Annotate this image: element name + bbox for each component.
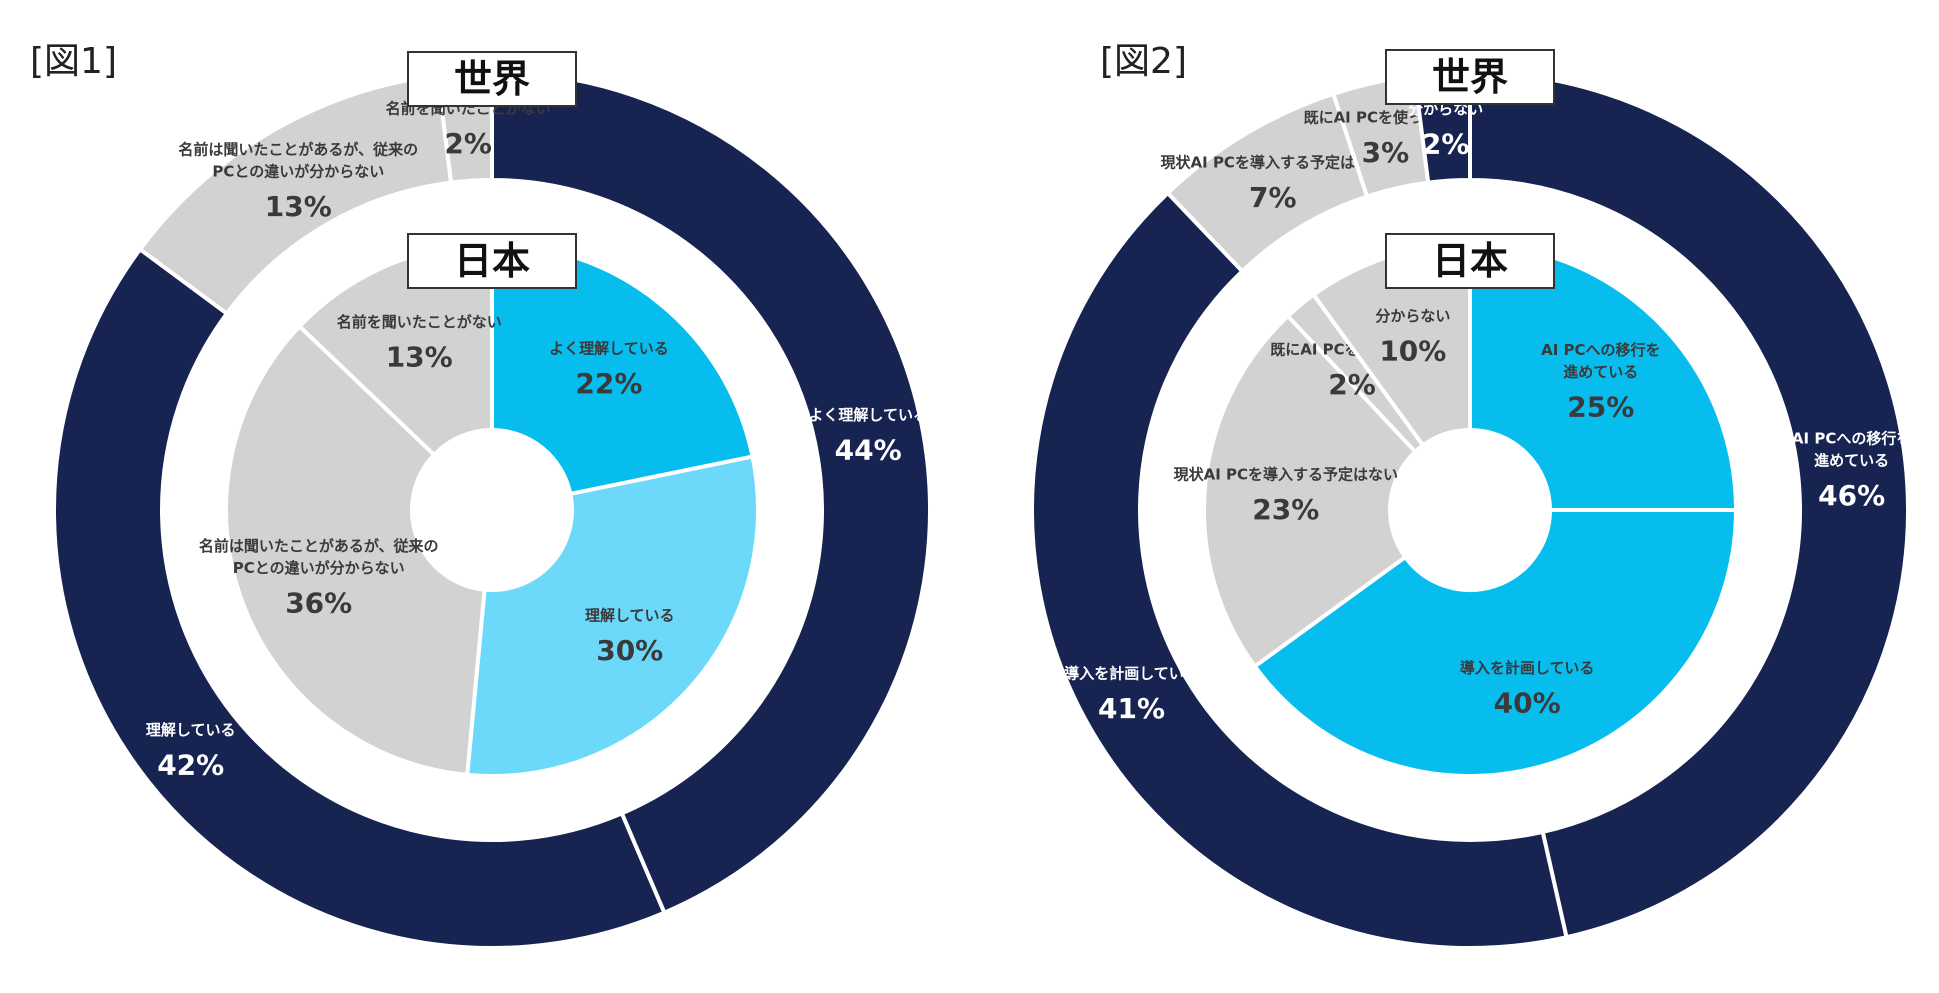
chart-1-outer-slice-2-label: 理解している <box>146 721 236 739</box>
chart-1-outer-slice-1 <box>490 69 932 916</box>
chart-1-inner-slice-2 <box>465 454 760 778</box>
chart-2-outer-slice-2-value: 41% <box>1098 692 1165 725</box>
chart-1-outer-title: 世界 <box>454 57 530 101</box>
chart-1-inner-slice-3 <box>224 323 487 778</box>
chart-2-inner-slice-1-value: 25% <box>1567 391 1634 424</box>
chart-2-outer-slice-2-label: 導入を計画している <box>1064 664 1199 682</box>
chart-1-inner-slice-1-value: 22% <box>575 367 642 400</box>
chart-1-inner-slice-3-label: PCとの違いが分からない <box>233 559 405 577</box>
chart-2-inner-slice-3-label: 現状AI PCを導入する予定はない <box>1174 466 1398 484</box>
chart-1-outer-slice-3-label: PCとの違いが分からない <box>212 162 384 180</box>
chart-1-inner-slice-1-label: よく理解している <box>549 340 669 358</box>
chart-2-outer-slice-5-value: 2% <box>1422 127 1470 160</box>
chart-2-inner-title: 日本 <box>1432 239 1508 283</box>
chart-2-inner-slice-3 <box>1202 313 1419 670</box>
chart-1-outer-title-box: 世界 <box>407 51 577 107</box>
chart-1-inner-slice-1 <box>490 241 755 497</box>
chart-2-outer-slice-1-label: AI PCへの移行を <box>1792 429 1911 447</box>
chart-2-outer-title: 世界 <box>1432 55 1508 99</box>
chart-1-inner-title: 日本 <box>454 239 530 283</box>
chart-2-outer-slice-3-label: 現状AI PCを導入する予定はない <box>1161 154 1385 172</box>
figure-2-label: [図2] <box>1100 41 1187 82</box>
chart-1-nested-donut: よく理解している 44% 理解している 42% 名前は聞いたことがあるが、従来の PCとの… <box>52 69 932 950</box>
chart-1-inner-slice-4-value: 13% <box>386 340 453 373</box>
chart-1-outer-slice-3-value: 13% <box>265 190 332 223</box>
chart-1-outer-slice-3-label: 名前は聞いたことがあるが、従来の <box>178 140 418 158</box>
chart-1-outer-slice-2-value: 42% <box>157 749 224 782</box>
chart-2-inner-slice-1 <box>1468 241 1739 512</box>
chart-2-inner-slice-3-value: 23% <box>1252 493 1319 526</box>
chart-2-outer-slice-3-value: 7% <box>1249 181 1297 214</box>
chart-2-outer-title-box: 世界 <box>1385 49 1555 105</box>
chart-2-inner-slice-1-label: AI PCへの移行を <box>1541 341 1660 359</box>
chart-2-outer-slice-1-label: 進めている <box>1814 451 1889 469</box>
chart-2-inner-slice-1-label: 進めている <box>1563 363 1638 381</box>
chart-1-outer-slice-1-label: よく理解している <box>808 406 928 424</box>
chart-2-outer-slice-4-value: 3% <box>1362 136 1410 169</box>
chart-2-inner-slice-2-label: 導入を計画している <box>1460 659 1595 677</box>
chart-1-inner-slice-3-label: 名前は聞いたことがあるが、従来の <box>199 537 439 555</box>
chart-1-outer-slice-4-value: 2% <box>444 127 492 160</box>
chart-2-outer-slice-1-value: 46% <box>1818 479 1885 512</box>
chart-1-inner-slice-4-label: 名前を聞いたことがない <box>337 313 502 331</box>
chart-2-outer-slice-2 <box>1030 190 1569 950</box>
chart-2-inner-title-box: 日本 <box>1385 233 1555 289</box>
chart-2-outer-slice-1 <box>1468 69 1910 940</box>
chart-1-outer-slice-2 <box>52 246 667 950</box>
chart-2-inner-slice-2-value: 40% <box>1494 686 1561 719</box>
figure-1-label: [図1] <box>30 41 117 82</box>
chart-1-inner-slice-3-value: 36% <box>285 586 352 619</box>
chart-1-inner-slice-2-label: 理解している <box>585 607 675 625</box>
chart-1-inner-slice-2-value: 30% <box>596 634 663 667</box>
chart-2-inner-slice-5-label: 分からない <box>1375 307 1450 325</box>
chart-2-inner-slice-2 <box>1252 508 1739 778</box>
chart-2-inner-slice-4-value: 2% <box>1328 368 1376 401</box>
chart-1-outer-slice-1-value: 44% <box>835 433 902 466</box>
chart-2-inner-slice-5-value: 10% <box>1379 335 1446 368</box>
chart-1-inner-title-box: 日本 <box>407 233 577 289</box>
